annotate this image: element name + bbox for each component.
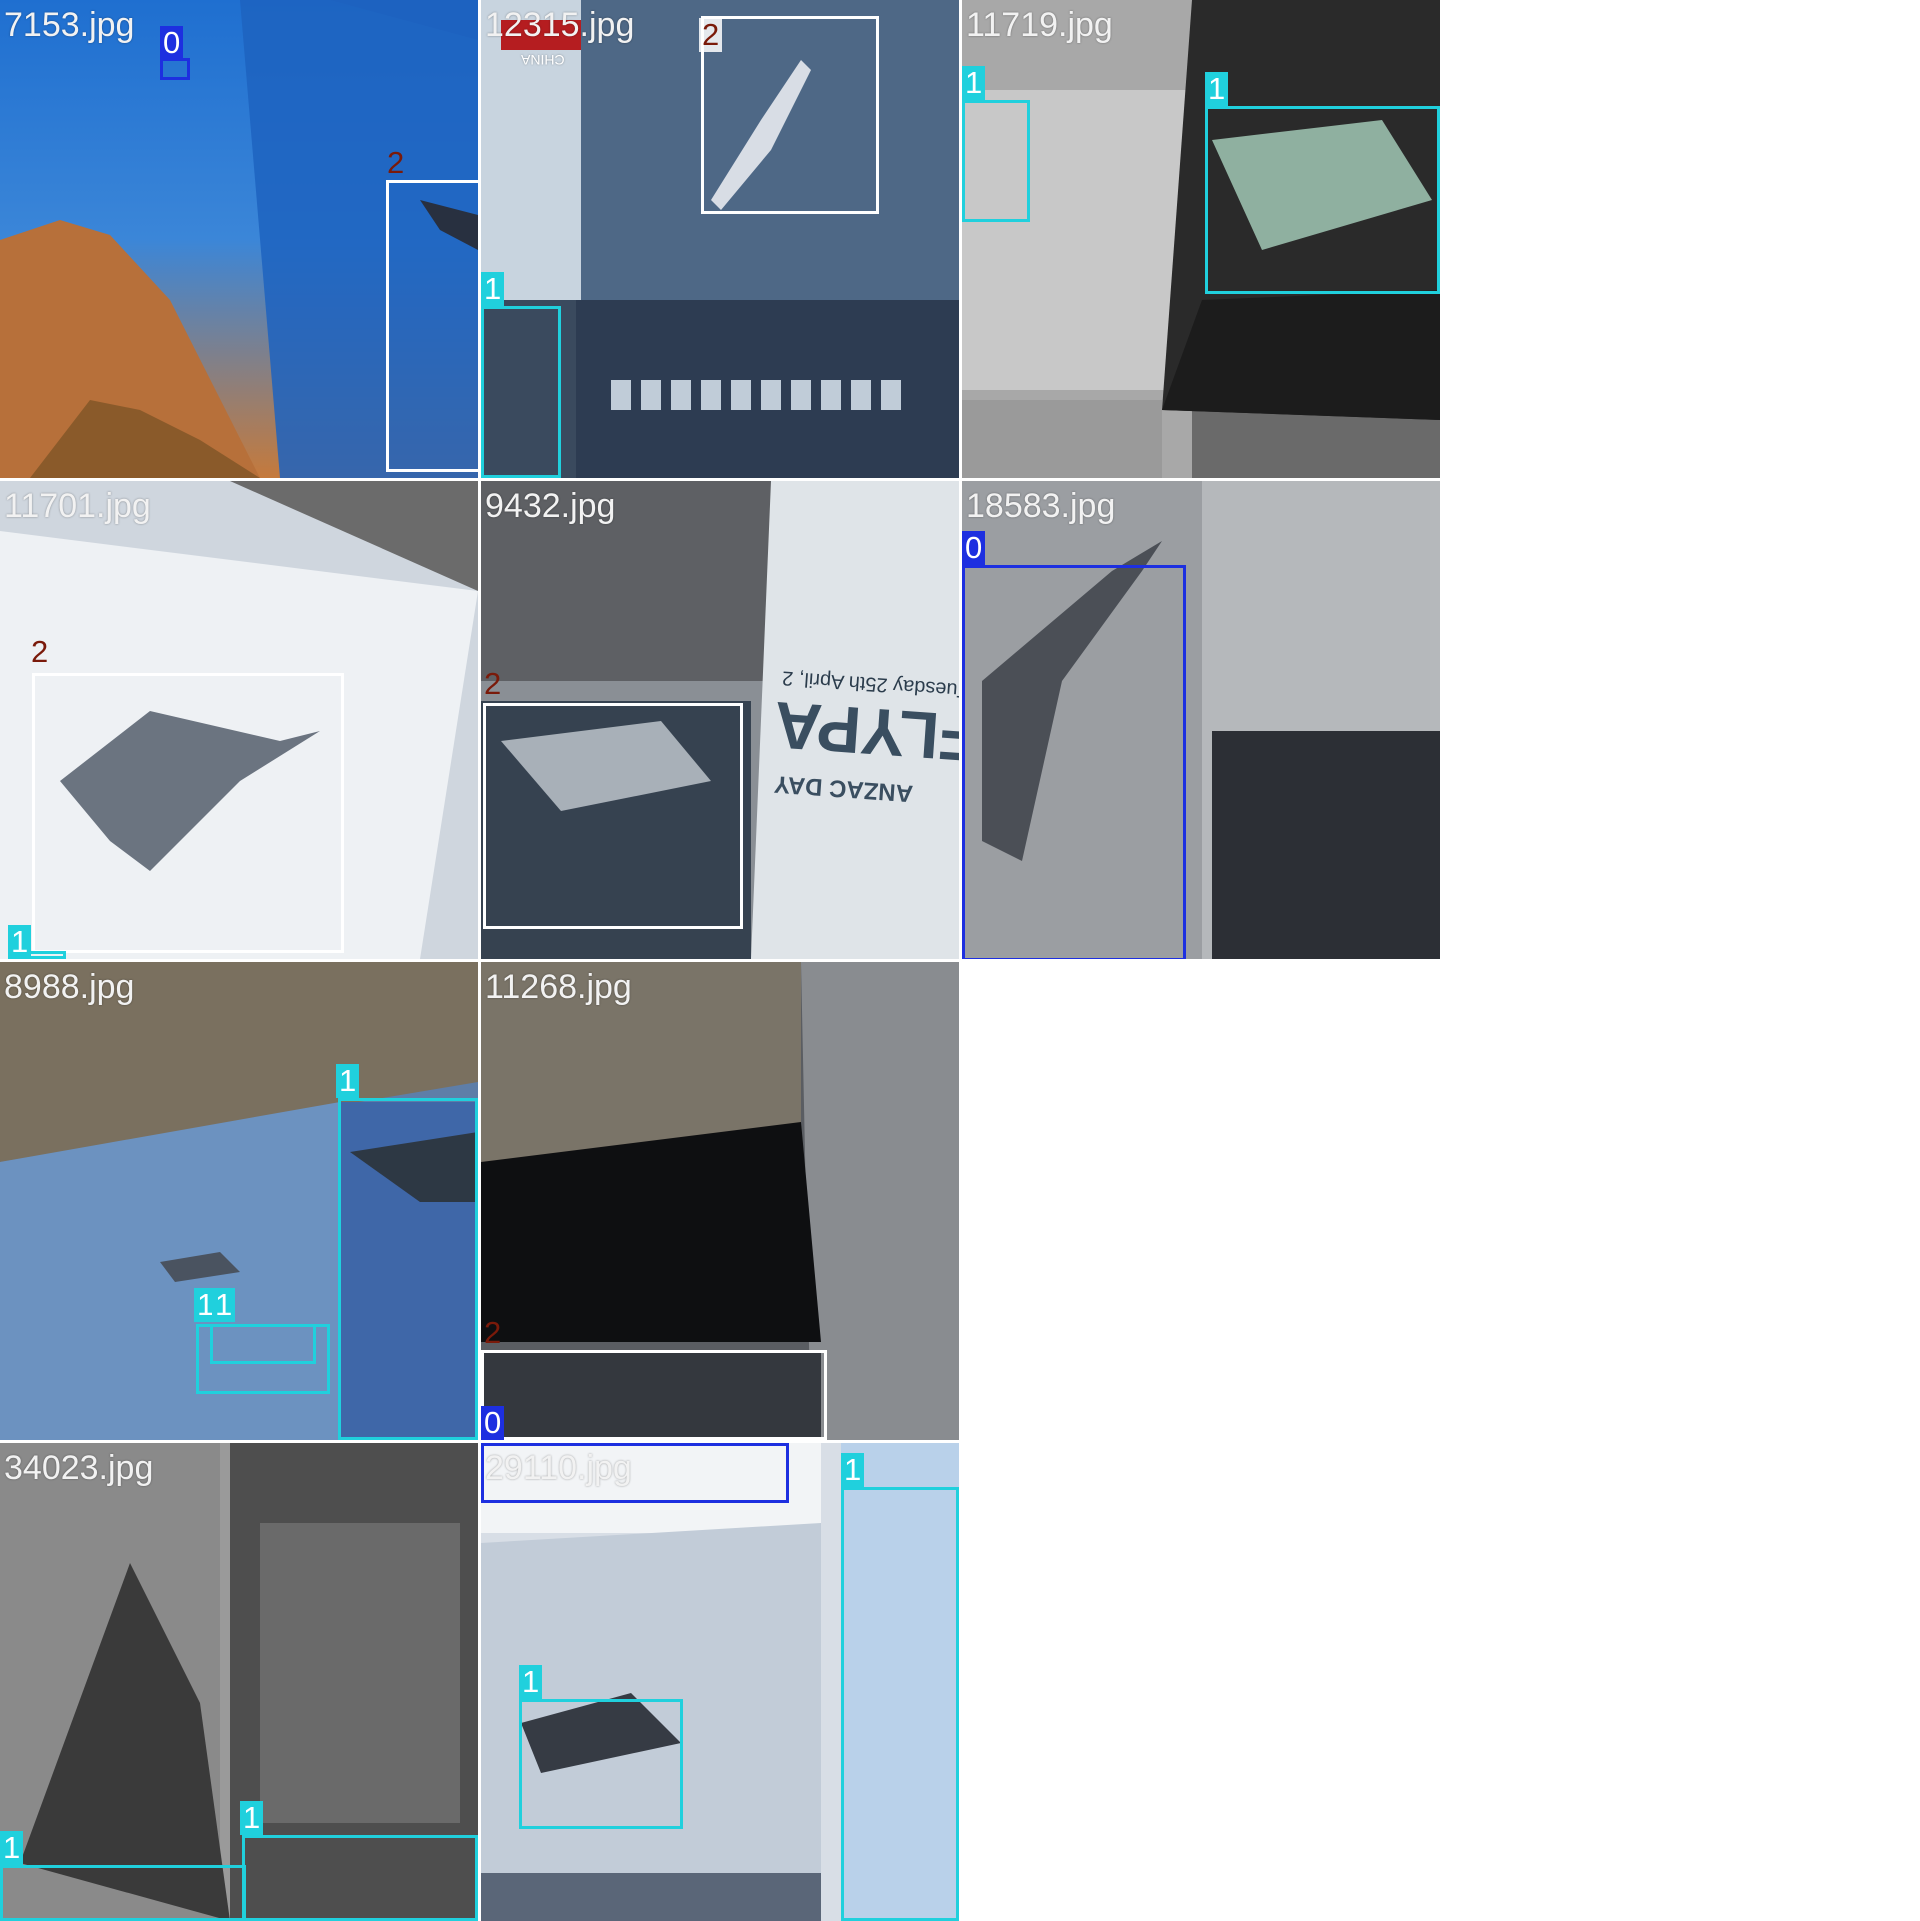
bbox-class-1: [841, 1487, 959, 1921]
bbox-class-label: 2: [31, 634, 49, 669]
bbox-class-label: 1: [1205, 72, 1229, 106]
bbox-class-1: [962, 100, 1030, 222]
bbox-class-label: 1: [240, 1801, 264, 1835]
bbox-class-label: 1: [194, 1288, 218, 1322]
tile-filename: 11268.jpg: [485, 968, 632, 1006]
tile-1-image: [0, 0, 478, 478]
bbox-class-label: 2: [484, 1315, 502, 1350]
bbox-class-0: [481, 1443, 789, 1503]
bbox-class-0: [160, 58, 190, 80]
mosaic-tile-8: 11268.jpg 2 0: [481, 962, 959, 1440]
bbox-class-label: 0: [481, 1406, 505, 1440]
bbox-class-1: [0, 1865, 246, 1921]
bbox-class-label: 1: [0, 1831, 24, 1865]
tile-9-image: [0, 1443, 478, 1921]
bbox-class-label: 0: [160, 26, 184, 60]
tile-4-image: [0, 481, 478, 959]
mosaic-tile-7: 8988.jpg 1 1 1: [0, 962, 478, 1440]
tile-filename: 29110.jpg: [485, 1449, 632, 1487]
tile-3-image: [962, 0, 1440, 478]
mosaic-tile-2: CHINA 12315.jpg 2 1: [481, 0, 959, 478]
mosaic-tile-1: 7153.jpg 0 2: [0, 0, 478, 478]
tile-filename: 7153.jpg: [4, 6, 135, 44]
tile-6-image: [962, 481, 1440, 959]
bbox-class-2: [481, 1350, 827, 1440]
tile-filename: 12315.jpg: [485, 6, 635, 44]
mosaic-tile-3: 11719.jpg 1 1: [962, 0, 1440, 478]
bbox-class-2: [483, 703, 743, 929]
tile-filename: 34023.jpg: [4, 1449, 154, 1487]
mosaic-tile-6: 18583.jpg 0: [962, 481, 1440, 959]
bbox-class-0: [962, 565, 1186, 959]
bbox-class-label: 2: [387, 145, 405, 180]
sign-line-2: FLYPA: [771, 687, 959, 777]
bbox-class-label: 1: [212, 1288, 236, 1322]
mosaic-tile-5: 9432.jpg Tuesday 25th April, 2 FLYPA ANZ…: [481, 481, 959, 959]
tile-filename: 8988.jpg: [4, 968, 135, 1006]
sign-text: CHINA: [521, 52, 565, 68]
tile-7-image: [0, 962, 478, 1440]
bbox-class-label: 1: [336, 1064, 360, 1098]
bbox-class-1: [210, 1324, 316, 1364]
bbox-class-label: 0: [962, 531, 986, 565]
bbox-class-2: [32, 673, 344, 953]
bbox-class-label: 1: [962, 66, 986, 100]
mosaic-tile-9: 34023.jpg 1 1: [0, 1443, 478, 1921]
tile-filename: 11719.jpg: [966, 6, 1113, 44]
bbox-class-2: [386, 180, 478, 472]
bbox-class-1: [519, 1699, 683, 1829]
bbox-class-label: 2: [484, 666, 502, 701]
bbox-class-label: 1: [519, 1665, 543, 1699]
bbox-class-label: 1: [481, 272, 505, 306]
bbox-class-label: 1: [841, 1453, 865, 1487]
tile-filename: 9432.jpg: [485, 487, 616, 525]
mosaic-tile-10: 29110.jpg 1 1: [481, 1443, 959, 1921]
tile-filename: 11701.jpg: [4, 487, 151, 525]
bbox-class-1: [1205, 106, 1440, 294]
tile-5-image: [481, 481, 959, 959]
bbox-class-2: [701, 16, 879, 214]
bbox-class-1: [481, 306, 561, 478]
bbox-class-1: [338, 1098, 478, 1440]
tile-10-image: [481, 1443, 959, 1921]
bbox-class-1: [242, 1835, 478, 1921]
bbox-class-label: 2: [699, 18, 723, 52]
tile-8-image: [481, 962, 959, 1440]
tile-filename: 18583.jpg: [966, 487, 1116, 525]
bbox-class-label: 1: [8, 925, 32, 959]
mosaic-tile-4: 11701.jpg 2 1: [0, 481, 478, 959]
